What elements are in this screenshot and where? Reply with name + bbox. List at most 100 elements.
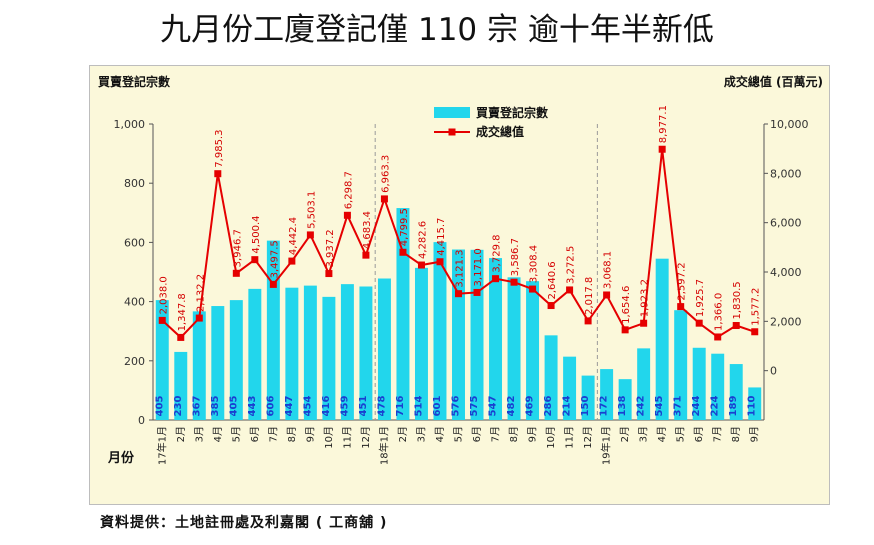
line-point [677, 303, 685, 311]
line-point [269, 280, 277, 288]
chart-panel: 0 200 400 600 800 1,000 0 2,000 4,000 6,000 8,000 1… [89, 65, 830, 505]
line-point [177, 333, 185, 341]
bar-value-label: 224 [710, 396, 721, 417]
x-tick-label: 7月 [712, 426, 724, 442]
bar-value-label: 545 [654, 396, 665, 417]
bar [359, 286, 373, 420]
x-tick-label: 2月 [397, 426, 409, 442]
x-tick-label: 7月 [267, 426, 279, 442]
bar-value-label: 286 [543, 396, 554, 417]
bar [303, 285, 317, 420]
bar-value-label: 385 [210, 396, 221, 417]
bar [192, 311, 206, 420]
line-point [584, 317, 592, 325]
bar-value-label: 405 [154, 396, 165, 417]
line-value-label: 4,442.4 [288, 217, 299, 255]
bar [600, 369, 614, 420]
line-point [603, 291, 611, 299]
line-value-label: 3,171.0 [473, 248, 484, 286]
line-point [547, 302, 555, 310]
line-value-label: 4,683.4 [362, 211, 373, 249]
line-value-label: 8,977.1 [658, 105, 669, 143]
line-value-label: 4,500.4 [251, 215, 262, 253]
x-tick-label: 5月 [230, 426, 242, 442]
left-tick-label: 0 [138, 414, 145, 427]
legend-bar-swatch [434, 107, 470, 118]
line-point [732, 322, 740, 330]
line-value-label: 2,132.2 [195, 274, 206, 312]
bar [489, 258, 503, 420]
line-value-label: 1,366.0 [714, 293, 725, 331]
bar-value-label: 214 [562, 396, 573, 417]
data-source-note: 資料提供：土地註冊處及利嘉閣 ( 工商舖 ) [100, 515, 388, 531]
page-title: 九月份工廈登記僅 110 宗 逾十年半新低 [160, 12, 714, 48]
x-tick-label: 4月 [434, 426, 446, 442]
line-point [714, 333, 722, 341]
line-value-label: 1,923.2 [640, 279, 651, 317]
line-value-label: 3,586.7 [510, 238, 521, 276]
bar [711, 353, 725, 420]
right-axis-title: 成交總值 (百萬元) [724, 74, 823, 89]
bar-value-label: 469 [525, 396, 536, 417]
legend-line-marker [448, 128, 456, 136]
bar [544, 335, 558, 420]
line-value-label: 2,038.0 [158, 276, 169, 314]
bar-value-label: 150 [580, 396, 591, 417]
x-tick-label: 12月 [360, 426, 372, 449]
bar [340, 284, 354, 420]
x-tick-label: 6月 [471, 426, 483, 442]
x-tick-label: 3月 [193, 426, 205, 442]
line-point [566, 286, 574, 294]
x-tick-label: 8月 [730, 426, 742, 442]
legend-line-label: 成交總值 [476, 124, 524, 139]
line-value-label: 3,937.2 [325, 229, 336, 267]
x-tick-label: 3月 [638, 426, 650, 442]
x-tick-label: 7月 [490, 426, 502, 442]
x-tick-label: 2月 [175, 426, 187, 442]
x-tick-label: 17年1月 [155, 426, 168, 465]
bar [637, 348, 651, 420]
bar [674, 310, 688, 420]
bar-value-label: 242 [636, 396, 647, 417]
bar [248, 288, 262, 420]
bar [526, 281, 540, 420]
bar [618, 379, 632, 420]
line-value-label: 4,282.6 [417, 221, 428, 259]
line-value-label: 3,272.5 [566, 246, 577, 284]
bar-value-label: 576 [451, 396, 462, 417]
left-tick-label: 600 [124, 236, 145, 249]
right-tick-label: 6,000 [770, 217, 802, 230]
x-tick-label: 5月 [453, 426, 465, 442]
line-point [455, 290, 462, 298]
line-point [158, 316, 166, 324]
line-point [214, 170, 222, 178]
line-value-label: 3,729.8 [492, 234, 503, 272]
right-tick-label: 2,000 [770, 315, 802, 328]
bar-value-label: 172 [599, 396, 610, 417]
line-point [306, 231, 314, 239]
bar-value-label: 716 [395, 396, 406, 417]
line-value-label: 3,308.4 [529, 245, 540, 283]
left-tick-label: 1,000 [114, 118, 146, 131]
bar-value-label: 189 [728, 396, 739, 417]
bar [748, 387, 762, 420]
bar [729, 364, 743, 420]
bar [396, 208, 410, 420]
line-point [399, 248, 407, 256]
line-value-label: 6,963.3 [380, 155, 391, 193]
bar-value-label: 547 [488, 396, 499, 417]
bar-value-label: 606 [265, 396, 276, 417]
bar [322, 296, 336, 420]
right-tick-label: 8,000 [770, 167, 802, 180]
line-value-label: 2,597.2 [677, 262, 688, 300]
line-value-label: 3,068.1 [603, 251, 614, 289]
bar-value-label: 478 [376, 396, 387, 417]
x-tick-label: 12月 [582, 426, 594, 449]
bar [655, 258, 669, 420]
x-tick-label: 2月 [619, 426, 631, 442]
line-point [529, 285, 537, 293]
bar-value-label: 230 [173, 396, 184, 417]
x-tick-label: 5月 [675, 426, 687, 442]
line-point [195, 314, 203, 322]
bar-value-label: 405 [228, 396, 239, 417]
